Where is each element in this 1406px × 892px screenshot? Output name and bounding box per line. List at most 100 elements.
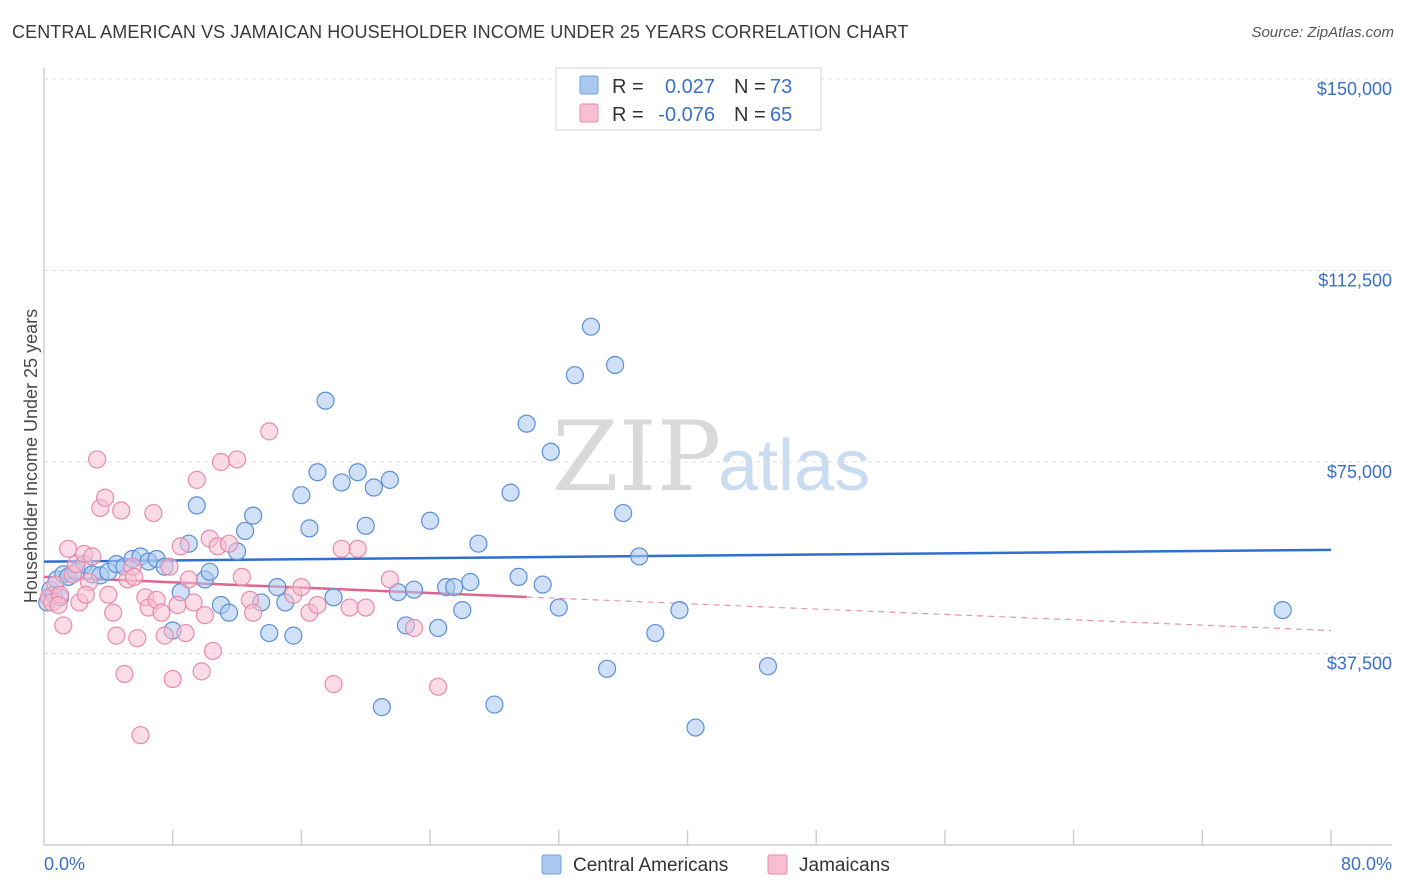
x-tick-label-max: 80.0% [1341, 854, 1392, 874]
jamaicans-point [192, 662, 211, 681]
jamaicans-point [332, 539, 351, 558]
central-americans-point [429, 618, 448, 638]
central-americans-point [364, 478, 383, 497]
jamaicans-point [211, 452, 231, 472]
gridlines [44, 78, 1392, 654]
central-americans-point [324, 588, 343, 607]
central-americans-point [380, 470, 399, 489]
central-americans-point [670, 600, 689, 620]
central-americans-point [581, 317, 601, 336]
central-americans-point [453, 600, 472, 620]
jamaicans-point [76, 585, 95, 604]
jamaicans-point [160, 557, 179, 576]
jamaicans-point [404, 618, 424, 638]
jamaicans-point [96, 488, 115, 507]
watermark-zip: ZIP [552, 401, 721, 513]
central-americans-point [501, 483, 520, 502]
chart-title: CENTRAL AMERICAN VS JAMAICAN HOUSEHOLDER… [12, 22, 909, 42]
jamaicans-point [155, 626, 174, 645]
bottom-legend-swatch-central-americans [541, 854, 562, 875]
y-tick-label: $75,000 [1327, 462, 1392, 482]
central-americans-point [549, 598, 568, 617]
central-americans-point [187, 496, 206, 515]
y-tick-label: $112,500 [1318, 271, 1392, 291]
central-americans-point [646, 623, 665, 643]
jamaicans-point [356, 598, 375, 617]
bottom-legend-swatch-jamaicans [767, 854, 788, 875]
chart-source: Source: ZipAtlas.com [1251, 24, 1394, 41]
jamaicans-point [260, 422, 279, 441]
jamaicans-point [176, 623, 195, 643]
y-tick-labels: $37,500 $75,000 $112,500 $150,000 [1317, 79, 1392, 674]
legend-box [555, 67, 822, 131]
jamaicans-point [348, 539, 367, 558]
central-americans-point [758, 657, 778, 676]
jamaicans-point [83, 547, 102, 566]
legend-swatch-central-americans [579, 75, 599, 95]
jamaicans-trend-projection [526, 596, 1332, 632]
jamaicans-point [380, 570, 399, 589]
central-americans-point [284, 626, 303, 645]
central-americans-point [219, 603, 239, 622]
jamaicans-point [340, 598, 359, 617]
jamaicans-point [227, 450, 247, 469]
central-americans-point [200, 562, 219, 581]
correlation-legend: R = 0.027 N = 73 R = -0.076 N = 65 [555, 67, 822, 131]
y-tick-label: $37,500 [1327, 654, 1392, 674]
central-americans-point [630, 547, 649, 566]
jamaicans-point [168, 595, 187, 615]
jamaicans-point [195, 606, 214, 625]
jamaicans-point [179, 570, 198, 589]
jamaicans-point [59, 539, 78, 558]
central-americans-point [316, 391, 335, 410]
legend-r-label: R = [612, 76, 644, 98]
jamaicans-point [131, 726, 150, 745]
central-americans-point [509, 567, 528, 587]
legend-n-value: 73 [770, 76, 792, 98]
central-americans-point [541, 442, 560, 461]
jamaicans-point [104, 603, 123, 622]
watermark-atlas: atlas [718, 426, 870, 506]
jamaicans-point [144, 503, 163, 523]
central-americans-trend [43, 548, 1332, 563]
jamaicans-point [244, 603, 263, 622]
jamaicans-point [112, 501, 131, 520]
jamaicans-point [99, 585, 118, 604]
legend-swatch-jamaicans [579, 103, 599, 123]
central-americans-point [292, 486, 311, 505]
central-americans-point [469, 534, 488, 553]
legend-r-value: 0.027 [665, 76, 715, 98]
jamaicans-point [152, 603, 171, 622]
central-americans-point [606, 355, 625, 375]
x-tick-marks [171, 830, 1332, 845]
jamaicans-point [219, 534, 239, 553]
jamaicans-point [203, 641, 223, 661]
jamaicans-point [232, 567, 251, 587]
central-americans-point [686, 718, 705, 737]
jamaicans-point [87, 450, 107, 469]
central-americans-point [533, 575, 552, 594]
bottom-legend-label-jamaicans: Jamaicans [799, 855, 890, 876]
central-americans-point [235, 521, 255, 541]
central-americans-point [1273, 600, 1292, 620]
jamaicans-point [187, 470, 206, 489]
jamaicans-point [115, 664, 134, 684]
jamaicans-point [163, 669, 182, 689]
central-americans-point [461, 572, 480, 592]
central-americans-point [356, 516, 375, 535]
jamaicans-point [324, 675, 343, 694]
jamaicans-point [184, 593, 203, 612]
jamaicans-point [171, 537, 190, 556]
central-americans-point [300, 519, 319, 538]
central-americans-point [404, 580, 424, 599]
jamaicans-point [429, 677, 448, 696]
watermark: ZIP atlas [552, 401, 870, 513]
jamaicans-point [49, 595, 68, 615]
central-americans-point [445, 578, 464, 597]
jamaicans-point [54, 616, 73, 635]
central-americans-point [308, 463, 327, 482]
central-americans-point [372, 698, 391, 717]
legend-r-value: -0.076 [658, 104, 715, 126]
jamaicans-point [292, 578, 311, 597]
